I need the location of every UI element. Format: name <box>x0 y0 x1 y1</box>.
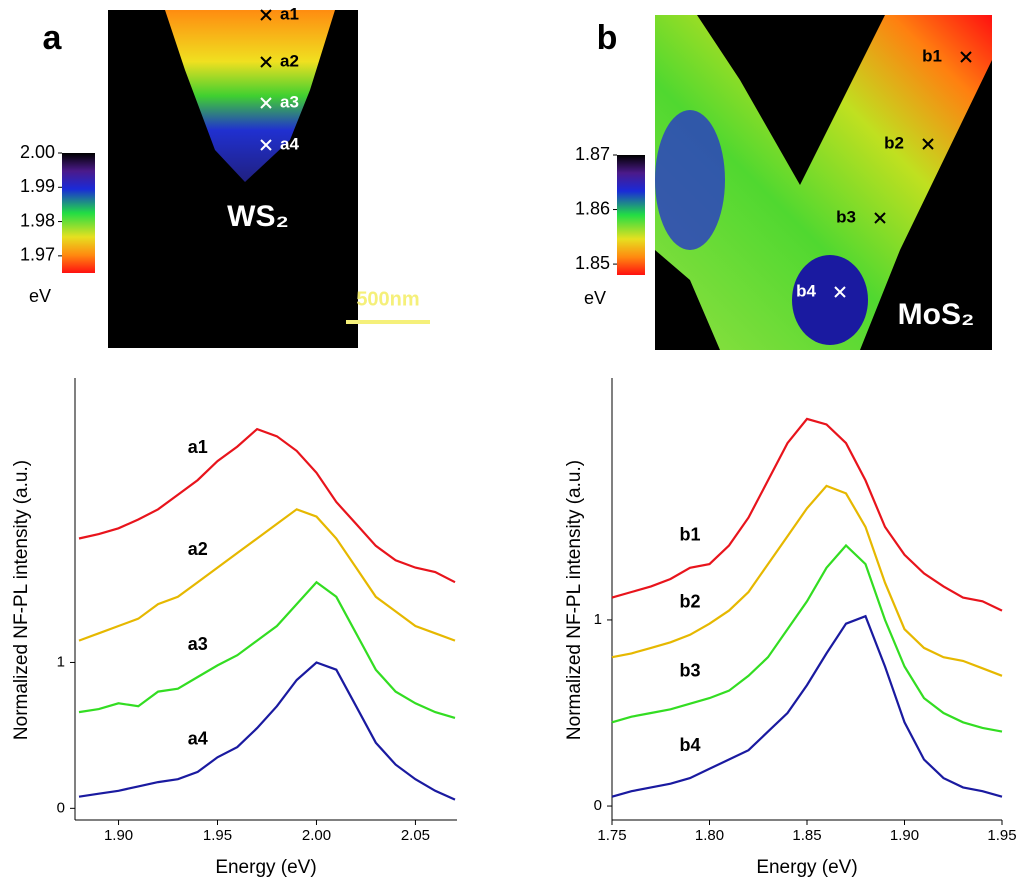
point-marker <box>834 286 846 298</box>
scale-label: 500nm <box>356 288 419 310</box>
colorbar-tick-label: 1.87 <box>575 144 610 164</box>
colorbar-tick-label: 1.97 <box>20 245 55 265</box>
point-marker <box>922 138 934 150</box>
point-label: b2 <box>884 133 904 152</box>
series-label: b3 <box>679 660 700 680</box>
colorbar-tick-label: 1.99 <box>20 176 55 196</box>
y-tick-label: 1 <box>594 611 602 628</box>
colorbar <box>62 153 95 273</box>
y-axis-label: Normalized NF-PL intensity (a.u.) <box>564 460 585 740</box>
point-label: b1 <box>922 46 942 65</box>
colorbar-unit: eV <box>29 286 51 306</box>
x-axis-label: Energy (eV) <box>215 857 316 878</box>
panel-label: b <box>597 19 618 57</box>
series-label: b1 <box>679 525 700 545</box>
y-axis-label: Normalized NF-PL intensity (a.u.) <box>11 460 32 740</box>
x-tick-label: 1.95 <box>987 827 1016 844</box>
map-region <box>655 15 992 350</box>
material-label: WS₂ <box>227 200 289 233</box>
spectrum-line <box>78 508 456 642</box>
y-tick-label: 0 <box>594 797 602 814</box>
x-tick-label: 1.95 <box>203 827 232 844</box>
point-marker <box>960 51 972 63</box>
x-tick-label: 2.05 <box>401 827 430 844</box>
spectrum-line <box>78 427 456 584</box>
colorbar-tick-label: 1.98 <box>20 210 55 230</box>
series-label: a4 <box>188 729 208 749</box>
point-label: b3 <box>836 207 856 226</box>
colorbar-tick-label: 1.85 <box>575 253 610 273</box>
colorbar-tick-label: 2.00 <box>20 142 55 162</box>
spectrum-line <box>611 417 1003 612</box>
series-label: a2 <box>188 539 208 559</box>
material-label: MoS₂ <box>898 298 975 331</box>
x-tick-label: 1.80 <box>695 827 724 844</box>
colorbar-tick-label: 1.86 <box>575 198 610 218</box>
point-label: a1 <box>280 4 299 23</box>
spectrum-line <box>78 661 456 801</box>
map-region <box>792 255 868 345</box>
spectrum-line <box>611 484 1003 677</box>
scale-bar <box>346 320 430 324</box>
colorbar <box>617 155 645 275</box>
series-label: a3 <box>188 634 208 654</box>
series-label: b2 <box>679 592 700 612</box>
point-marker <box>874 212 886 224</box>
map-notch <box>870 80 992 350</box>
point-marker <box>260 139 272 151</box>
map-notch <box>697 15 885 185</box>
map-region <box>165 10 335 182</box>
x-tick-label: 1.90 <box>890 827 919 844</box>
spectrum-line <box>78 580 456 719</box>
colorbar-unit: eV <box>584 288 606 308</box>
series-label: a1 <box>188 437 208 457</box>
map-region <box>655 110 725 250</box>
y-tick-label: 1 <box>57 653 65 670</box>
spectrum-line <box>611 543 1003 733</box>
point-label: a2 <box>280 51 299 70</box>
point-label: b4 <box>796 281 816 300</box>
x-tick-label: 1.85 <box>792 827 821 844</box>
point-marker <box>260 9 272 21</box>
point-label: a3 <box>280 92 299 111</box>
y-tick-label: 0 <box>57 799 65 816</box>
x-tick-label: 1.75 <box>597 827 626 844</box>
x-axis-label: Energy (eV) <box>756 857 857 878</box>
point-label: a4 <box>280 134 299 153</box>
spectrum-line <box>611 614 1003 798</box>
panel-label: a <box>43 19 63 57</box>
x-tick-label: 2.00 <box>302 827 331 844</box>
point-marker <box>260 56 272 68</box>
x-tick-label: 1.90 <box>104 827 133 844</box>
point-marker <box>260 97 272 109</box>
series-label: b4 <box>679 735 700 755</box>
